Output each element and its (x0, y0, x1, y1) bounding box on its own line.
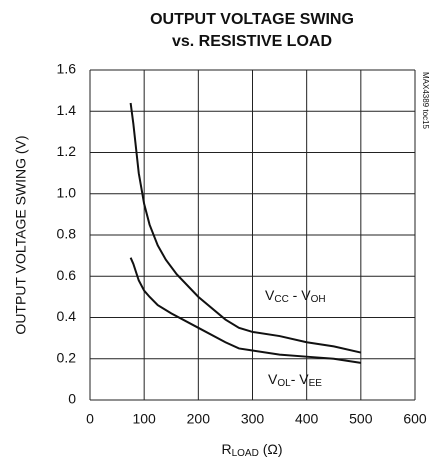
series-label-part: - V (291, 371, 310, 387)
x-label-unit: (Ω) (259, 441, 283, 457)
y-tick-label: 0 (68, 391, 76, 407)
y-tick-label: 1.6 (57, 61, 77, 77)
x-tick-label: 600 (403, 411, 427, 427)
y-tick-label: 1.2 (57, 143, 77, 159)
x-label-main: R (221, 441, 231, 457)
series-label-part: OL (277, 378, 291, 389)
series-label: VOL- VEE (268, 371, 322, 389)
x-tick-label: 500 (349, 411, 373, 427)
x-axis-label: RLOAD (Ω) (221, 441, 282, 459)
series-label-part: V (265, 287, 275, 303)
y-tick-label: 1.0 (57, 184, 77, 200)
y-axis-label: OUTPUT VOLTAGE SWING (V) (13, 135, 29, 334)
annotation: MAX4389 toc15 (421, 72, 430, 129)
x-tick-label: 200 (187, 411, 211, 427)
x-tick-label: 400 (295, 411, 319, 427)
y-tick-label: 1.4 (57, 102, 77, 118)
y-tick-label: 0.8 (57, 226, 77, 242)
x-tick-label: 100 (132, 411, 156, 427)
series-label-part: - V (289, 287, 311, 303)
x-tick-label: 0 (86, 411, 94, 427)
series-label-part: CC (274, 294, 288, 305)
series-label-part: EE (309, 378, 323, 389)
x-label-sub: LOAD (232, 448, 259, 459)
series-label-part: OH (311, 294, 326, 305)
y-tick-label: 0.4 (57, 308, 77, 324)
chart-title: OUTPUT VOLTAGE SWING (150, 11, 354, 28)
series-label-part: V (268, 371, 278, 387)
x-tick-label: 300 (241, 411, 265, 427)
series-label: VCC - VOH (265, 287, 326, 305)
data-line (129, 257, 361, 364)
y-tick-label: 0.2 (57, 349, 77, 365)
chart-title: vs. RESISTIVE LOAD (172, 33, 332, 50)
data-line (129, 102, 362, 354)
y-tick-label: 0.6 (57, 267, 77, 283)
